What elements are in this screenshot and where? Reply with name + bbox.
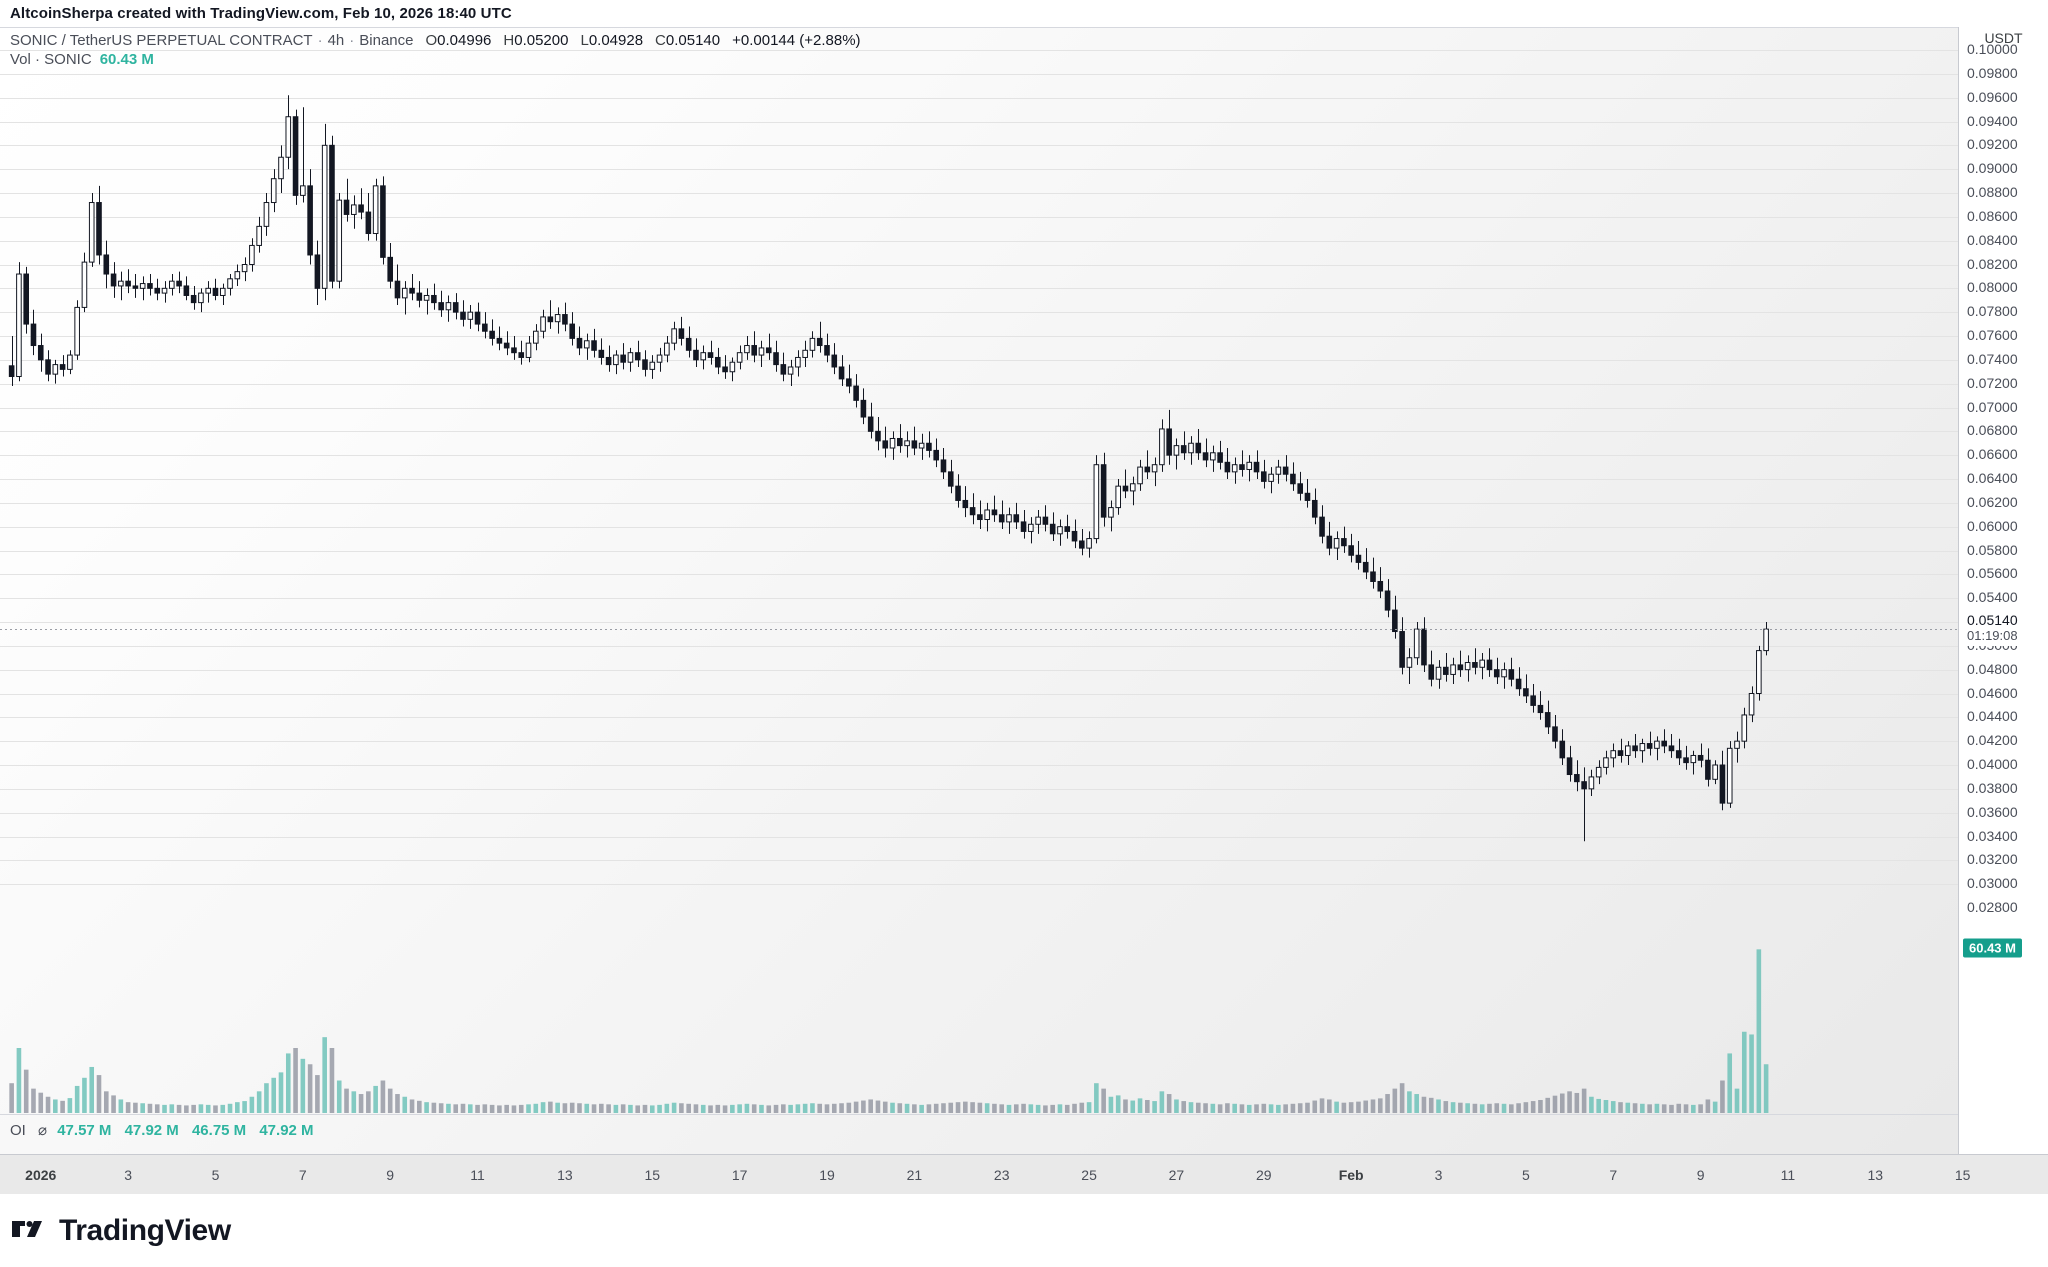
candlestick-plot — [0, 50, 1958, 1115]
price-tick: 0.06800 — [1967, 422, 2018, 439]
time-tick: 5 — [1521, 1167, 1530, 1183]
time-tick: 13 — [557, 1167, 573, 1183]
oi-value-3: 46.75 M — [191, 1122, 247, 1139]
price-tick: 0.07400 — [1967, 350, 2018, 367]
time-scale[interactable]: 2026 3 5 7 9 11 13 15 17 19 21 23 25 27 29 Feb 3 5 7 9 11 13 1… — [0, 1154, 2048, 1194]
time-tick: 9 — [1696, 1167, 1705, 1183]
chart-frame[interactable]: SONIC / TetherUS PERPETUAL CONTRACT · 4h… — [0, 27, 2048, 1154]
time-tick: 17 — [731, 1167, 748, 1183]
price-tick: 0.04000 — [1967, 756, 2018, 772]
price-tick: 0.10000 — [1967, 41, 2018, 57]
time-tick: 15 — [644, 1167, 661, 1183]
price-tick: 0.07600 — [1967, 327, 2018, 343]
price-tick: 0.08000 — [1967, 279, 2018, 296]
oi-average-icon: ⌀ — [38, 1122, 48, 1139]
time-tick: 27 — [1168, 1167, 1185, 1183]
price-tick: 0.08400 — [1967, 231, 2018, 248]
price-tick: 0.06200 — [1967, 493, 2018, 510]
bar-countdown: 01:19:08 — [1967, 628, 2018, 644]
price-tick: 0.08200 — [1967, 255, 2018, 272]
price-tick: 0.07200 — [1967, 374, 2018, 391]
chart-plot-area[interactable] — [0, 28, 1958, 1154]
price-tick: 0.04400 — [1967, 708, 2018, 725]
time-tick: 11 — [1780, 1167, 1796, 1183]
tradingview-logo-icon — [12, 1219, 48, 1243]
price-tick: 0.06000 — [1967, 517, 2018, 534]
price-tick: 0.04800 — [1967, 660, 2018, 677]
time-tick: 29 — [1256, 1167, 1272, 1183]
price-tick: 0.07000 — [1967, 398, 2018, 415]
time-tick: 11 — [470, 1167, 485, 1183]
price-tick: 0.09200 — [1967, 136, 2018, 153]
price-tick: 0.05600 — [1967, 565, 2018, 582]
price-tick: 0.09800 — [1967, 64, 2018, 81]
price-tick: 0.06400 — [1967, 470, 2018, 486]
time-tick: 23 — [993, 1167, 1010, 1183]
time-tick: 13 — [1867, 1167, 1884, 1183]
time-tick: 15 — [1954, 1167, 1971, 1183]
oi-label: OI — [10, 1122, 26, 1139]
price-tick: 0.07800 — [1967, 303, 2018, 320]
price-tick: 0.08600 — [1967, 207, 2018, 224]
time-tick: 25 — [1081, 1167, 1097, 1183]
open-interest-legend[interactable]: OI ⌀ 47.57 M 47.92 M 46.75 M 47.92 M — [10, 1121, 323, 1139]
price-tick: 0.04600 — [1967, 684, 2018, 701]
price-tick: 0.05800 — [1967, 541, 2018, 558]
time-tick: 2026 — [25, 1167, 57, 1183]
price-scale-unit: USDT — [1959, 27, 2048, 49]
time-tick: 3 — [1434, 1167, 1443, 1183]
time-tick: 3 — [124, 1167, 133, 1183]
oi-value-2: 47.92 M — [124, 1122, 179, 1139]
price-tick: 0.03200 — [1967, 851, 2018, 868]
volume-badge: 60.43 M — [1963, 938, 2022, 958]
time-tick: 21 — [906, 1167, 923, 1183]
price-tick: 0.05400 — [1967, 589, 2018, 606]
time-tick: 5 — [211, 1167, 220, 1183]
attribution-bar: AltcoinSherpa created with TradingView.c… — [0, 0, 2048, 27]
price-tick: 0.08800 — [1967, 184, 2018, 200]
price-tick: 0.03400 — [1967, 827, 2018, 844]
time-tick: 7 — [1609, 1167, 1618, 1183]
oi-value-4: 47.92 M — [259, 1122, 314, 1139]
price-tick: 0.06600 — [1967, 446, 2018, 463]
current-price-value: 0.05140 — [1967, 612, 2018, 629]
time-tick: 19 — [819, 1167, 835, 1183]
price-tick: 0.04200 — [1967, 732, 2018, 749]
time-tick: Feb — [1338, 1167, 1364, 1183]
current-price-badge: 0.05140 01:19:08 — [1963, 610, 2022, 647]
price-tick: 0.09400 — [1967, 112, 2018, 129]
brand-footer: TradingView — [0, 1194, 2048, 1267]
oi-value-1: 47.57 M — [57, 1122, 112, 1139]
price-tick: 0.03000 — [1967, 875, 2018, 892]
price-scale[interactable]: USDT 0.10000 0.09800 0.09600 0.09400 0.09200… — [1958, 27, 2048, 1154]
price-tick: 0.09000 — [1967, 160, 2018, 177]
time-tick: 7 — [298, 1167, 307, 1183]
brand-name: TradingView — [59, 1213, 231, 1247]
price-tick: 0.02800 — [1967, 899, 2018, 915]
price-tick: 0.09600 — [1967, 88, 2018, 105]
price-tick: 0.03600 — [1967, 803, 2018, 820]
price-tick: 0.03800 — [1967, 779, 2018, 796]
attribution-text: AltcoinSherpa created with TradingView.c… — [10, 5, 512, 22]
time-tick: 9 — [386, 1167, 395, 1183]
